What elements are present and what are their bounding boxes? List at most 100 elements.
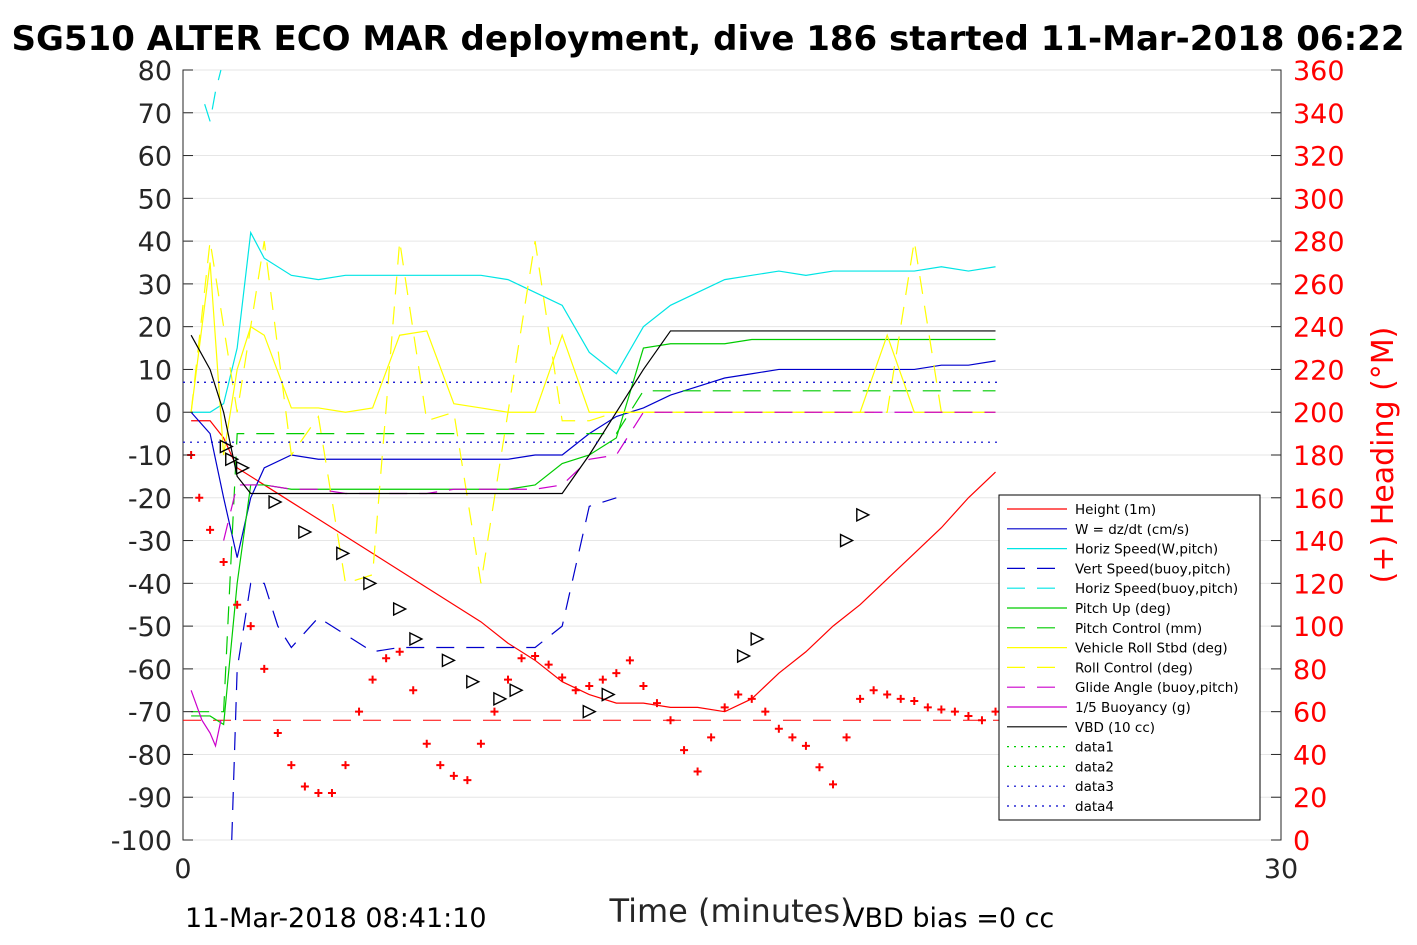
y-tick-label: -50	[128, 612, 172, 643]
y-tick-label: 20	[138, 313, 172, 344]
legend-entry: data4	[1075, 799, 1114, 815]
y-tick-label: -40	[128, 569, 172, 600]
heading-marker	[504, 675, 513, 684]
triangle-marker	[235, 460, 251, 475]
heading-marker	[206, 525, 215, 534]
y-right-tick-label: 40	[1293, 740, 1327, 771]
heading-marker	[395, 647, 404, 656]
y-right-tick-label: 360	[1293, 56, 1345, 87]
y-right-tick-label: 0	[1293, 826, 1310, 857]
heading-marker	[950, 707, 959, 716]
heading-marker	[910, 696, 919, 705]
triangle-markers	[219, 439, 871, 719]
triangle-marker	[441, 653, 456, 668]
triangle-marker	[363, 576, 378, 591]
series-line	[190, 241, 996, 585]
heading-marker	[774, 724, 783, 733]
heading-markers	[187, 451, 1000, 797]
triangle-marker	[219, 439, 234, 454]
heading-marker	[436, 761, 445, 770]
heading-marker	[558, 673, 567, 682]
heading-marker	[544, 660, 553, 669]
heading-marker	[856, 694, 865, 703]
series-line	[191, 390, 996, 713]
y-right-tick-label: 240	[1293, 313, 1345, 344]
heading-marker	[476, 739, 485, 748]
heading-marker	[883, 690, 892, 699]
y-tick-label: -70	[128, 698, 172, 729]
legend-entry: Pitch Up (deg)	[1075, 601, 1171, 617]
y-tick-label: -10	[128, 441, 172, 472]
heading-marker	[571, 686, 580, 695]
y-right-tick-label: 340	[1293, 99, 1345, 130]
heading-marker	[612, 669, 621, 678]
y-right-tick-label: 220	[1293, 355, 1345, 386]
right-axis-label: (+) Heading (°M)	[1366, 327, 1401, 584]
triangle-marker	[336, 546, 351, 561]
x-tick-label: 0	[174, 854, 191, 885]
legend-entry: Roll Control (deg)	[1075, 660, 1193, 676]
triangle-marker	[298, 524, 313, 540]
triangle-marker	[582, 704, 597, 719]
y-tick-label: 80	[138, 56, 172, 87]
legend: Height (1m) W = dz/dt (cm/s) Horiz Speed(W…	[998, 494, 1261, 821]
y-right-tick-label: 20	[1293, 783, 1327, 814]
y-right-tick-label: 180	[1293, 441, 1345, 472]
y-right-tick-label: 80	[1293, 655, 1327, 686]
heading-marker	[585, 682, 594, 690]
y-tick-label: 60	[138, 142, 172, 173]
legend-entry: Horiz Speed(W,pitch)	[1075, 542, 1218, 558]
y-right-tick-label: 280	[1293, 227, 1345, 258]
y-tick-label: 70	[138, 99, 172, 130]
series-line	[223, 411, 996, 541]
legend-entry: Vert Speed(buoy,pitch)	[1075, 561, 1231, 577]
series-line	[190, 330, 996, 495]
legend-entry: data1	[1075, 740, 1114, 756]
legend-entry: W = dz/dt (cm/s)	[1075, 522, 1189, 538]
heading-marker	[842, 733, 851, 742]
heading-marker	[490, 707, 499, 716]
heading-marker	[300, 782, 309, 791]
heading-marker	[246, 622, 255, 631]
y-right-tick-label: 300	[1293, 184, 1345, 215]
heading-marker	[625, 656, 634, 665]
legend-entry: Height (1m)	[1075, 502, 1156, 518]
series-line	[204, 69, 222, 122]
x-axis-label: Time (minutes)	[609, 892, 853, 930]
left-axis-ticks: 80 70 60 50 40 30 20 10 0 -10 -20 -30 -40 -50 -60 -70 -8…	[111, 56, 193, 857]
legend-entry: Pitch Control (mm)	[1075, 621, 1202, 637]
heading-marker	[639, 682, 648, 690]
y-right-tick-label: 160	[1293, 484, 1345, 515]
y-right-tick-label: 140	[1293, 527, 1345, 558]
heading-marker	[327, 788, 336, 797]
heading-marker	[233, 600, 242, 609]
triangle-marker	[509, 683, 524, 698]
footer-timestamp: 11-Mar-2018 08:41:10	[185, 903, 487, 934]
series-line	[190, 360, 996, 558]
y-tick-label: 40	[138, 227, 172, 258]
footer-vbd-bias: VBD bias =0 cc	[846, 903, 1054, 934]
legend-entry: 1/5 Buoyancy (g)	[1075, 700, 1191, 716]
heading-marker	[693, 767, 702, 776]
y-tick-label: -100	[111, 826, 172, 857]
triangle-marker	[839, 533, 855, 548]
heading-marker	[219, 557, 228, 566]
triangle-marker	[466, 674, 481, 689]
right-axis-ticks: 3603403203002802602402202001801601401201…	[1271, 56, 1345, 857]
legend-entry: Glide Angle (buoy,pitch)	[1075, 680, 1239, 696]
y-tick-label: -60	[128, 655, 172, 686]
legend-entry: Vehicle Roll Stbd (deg)	[1075, 641, 1228, 657]
heading-marker	[680, 746, 689, 755]
y-right-tick-label: 120	[1293, 569, 1345, 600]
y-right-tick-label: 320	[1293, 142, 1345, 173]
heading-marker	[341, 761, 350, 770]
triangle-marker	[856, 507, 871, 523]
y-right-tick-label: 200	[1293, 398, 1345, 429]
heading-marker	[287, 761, 296, 770]
heading-marker	[991, 707, 1000, 716]
legend-entry: data2	[1075, 759, 1114, 775]
heading-marker	[517, 654, 526, 663]
heading-marker	[788, 733, 797, 742]
heading-marker	[598, 675, 607, 684]
heading-marker	[409, 686, 418, 695]
